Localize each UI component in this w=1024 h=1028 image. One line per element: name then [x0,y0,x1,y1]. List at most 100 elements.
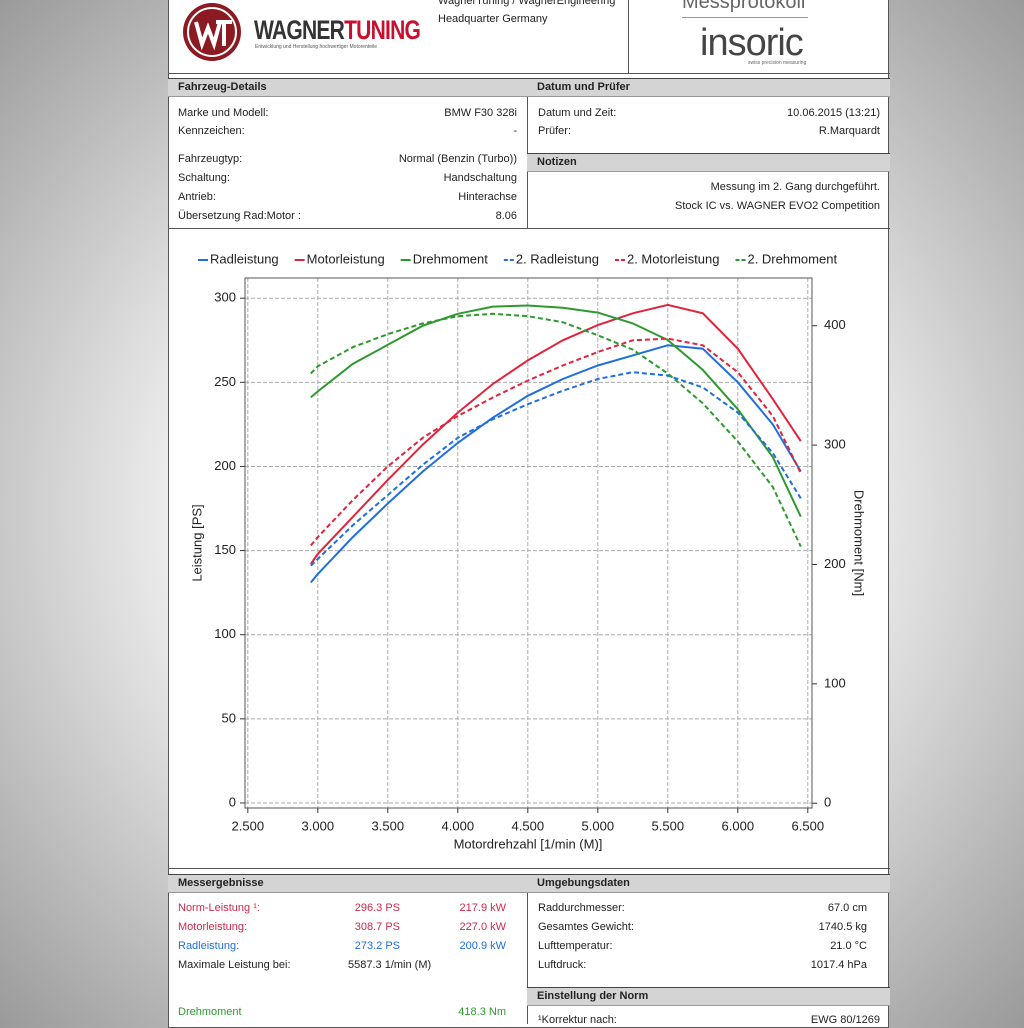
location: Headquarter Germany [438,13,548,25]
legend-label: Drehmoment [413,251,489,266]
y-tick-label: 50 [222,710,236,725]
series-line [310,337,802,547]
field-label: Marke und Modell: [178,107,269,119]
x-tick-label: 3.500 [372,818,405,833]
logo-ring [187,7,237,57]
y-tick-label: 200 [214,458,236,473]
field-label: Lufttemperatur: [538,940,613,952]
y2-tick-label: 0 [824,795,831,810]
legend-label: 2. Radleistung [516,251,599,266]
logo-part: TUNING [344,15,421,45]
x-tick-label: 3.000 [302,818,335,833]
field-value: Messung im 2. Gang durchgeführt. [710,181,880,193]
y-axis-title: Leistung [PS] [189,504,204,581]
field-label: Luftdruck: [538,959,587,971]
x-axis-title: Motordrehzahl [1/min (M)] [454,836,603,851]
series-line [310,371,802,567]
section-bar [527,874,890,893]
field-label: Drehmoment [178,1006,242,1018]
field-value: EWG 80/1269 [810,1014,880,1026]
field-value: 8.06 [495,210,517,222]
field-value: 10.06.2015 (13:21) [787,107,880,119]
legend-label: Radleistung [210,251,279,266]
y-tick-label: 0 [229,794,236,809]
field-value: 227.0 kW [459,921,506,933]
field-label: Norm-Leistung ¹: [178,902,260,914]
legend-label: 2. Drehmoment [747,251,837,266]
field-value: 67.0 cm [827,902,867,914]
logo-part: WAGNER [254,15,345,45]
legend-label: 2. Motorleistung [627,251,720,266]
y2-tick-label: 300 [824,437,846,452]
x-tick-label: 5.000 [582,818,615,833]
brand: insoric [700,22,804,64]
legend-label: Motorleistung [307,251,385,266]
series-line [310,304,802,518]
field-value: 296.3 PS [354,902,400,914]
field-label: ¹Korrektur nach: [538,1014,617,1026]
chart: Motordrehzahl [1/min (M)] Leistung [PS] … [189,251,867,851]
logo-circle [183,3,241,61]
field-value: Stock IC vs. WAGNER EVO2 Competition [675,200,880,212]
section-bar [527,987,890,1006]
x-tick-label: 4.500 [512,818,545,833]
field-value: 273.2 PS [354,940,400,952]
section-title: Einstellung der Norm [537,990,649,1002]
logo-tagline: Entwicklung und Herstellung hochwertiger… [255,44,378,50]
plot-frame [244,277,813,809]
field-value: - [513,125,517,137]
x-tick-label: 6.000 [722,818,755,833]
y2-tick-label: 200 [824,556,846,571]
logo-text: WAGNERTUNING [254,14,421,46]
company-line: WagnerTuning / WagnerEngineering [438,0,616,7]
divider [168,73,890,74]
series-line [310,344,802,584]
y-tick-label: 100 [214,626,236,641]
field-label: Fahrzeugtyp: [178,153,243,165]
field-label: Radleistung: [178,940,240,952]
field-label: Übersetzung Rad:Motor : [178,210,301,222]
field-label: Datum und Zeit: [538,107,617,119]
field-value: 418.3 Nm [458,1006,506,1018]
field-label: Prüfer: [538,125,572,137]
field-value: BMW F30 328i [444,107,517,119]
section-bar [168,78,527,97]
field-value: Hinterachse [458,191,517,203]
field-value: R.Marquardt [818,125,880,137]
section-title: Messergebnisse [178,877,264,889]
x-tick-label: 4.000 [442,818,475,833]
field-value: 1017.4 hPa [810,959,867,971]
divider [628,0,629,73]
section-title: Fahrzeug-Details [178,81,267,93]
field-value: Handschaltung [443,172,517,184]
y2-tick-label: 400 [824,317,846,332]
field-label: Maximale Leistung bei: [178,959,291,971]
divider [527,874,528,1024]
field-label: 5587.3 1/min (M) [348,959,432,971]
field-value: 1740.5 kg [818,921,867,933]
field-value: 217.9 kW [459,902,506,914]
x-tick-label: 2.500 [232,818,265,833]
section-bar [168,874,527,893]
field-label: Kennzeichen: [178,125,245,137]
field-value: 200.9 kW [459,940,506,952]
x-tick-label: 5.500 [652,818,685,833]
field-value: 308.7 PS [354,921,400,933]
logo-emblem [183,3,241,61]
section-title: Notizen [537,156,577,168]
field-label: Motorleistung: [178,921,248,933]
field-value: Normal (Benzin (Turbo)) [398,153,517,165]
divider [168,228,890,229]
divider [168,868,890,869]
protocol-title: Messprotokoll [682,0,806,13]
field-label: Antrieb: [178,191,216,203]
field-value: 21.0 °C [830,940,867,952]
y-tick-label: 300 [214,290,236,305]
y2-tick-label: 100 [824,675,846,690]
field-label: Gesamtes Gewicht: [538,921,634,933]
y2-axis-title: Drehmoment [Nm] [852,490,867,596]
x-tick-label: 6.500 [792,818,825,833]
field-label: Schaltung: [178,172,230,184]
series-line [309,303,802,565]
